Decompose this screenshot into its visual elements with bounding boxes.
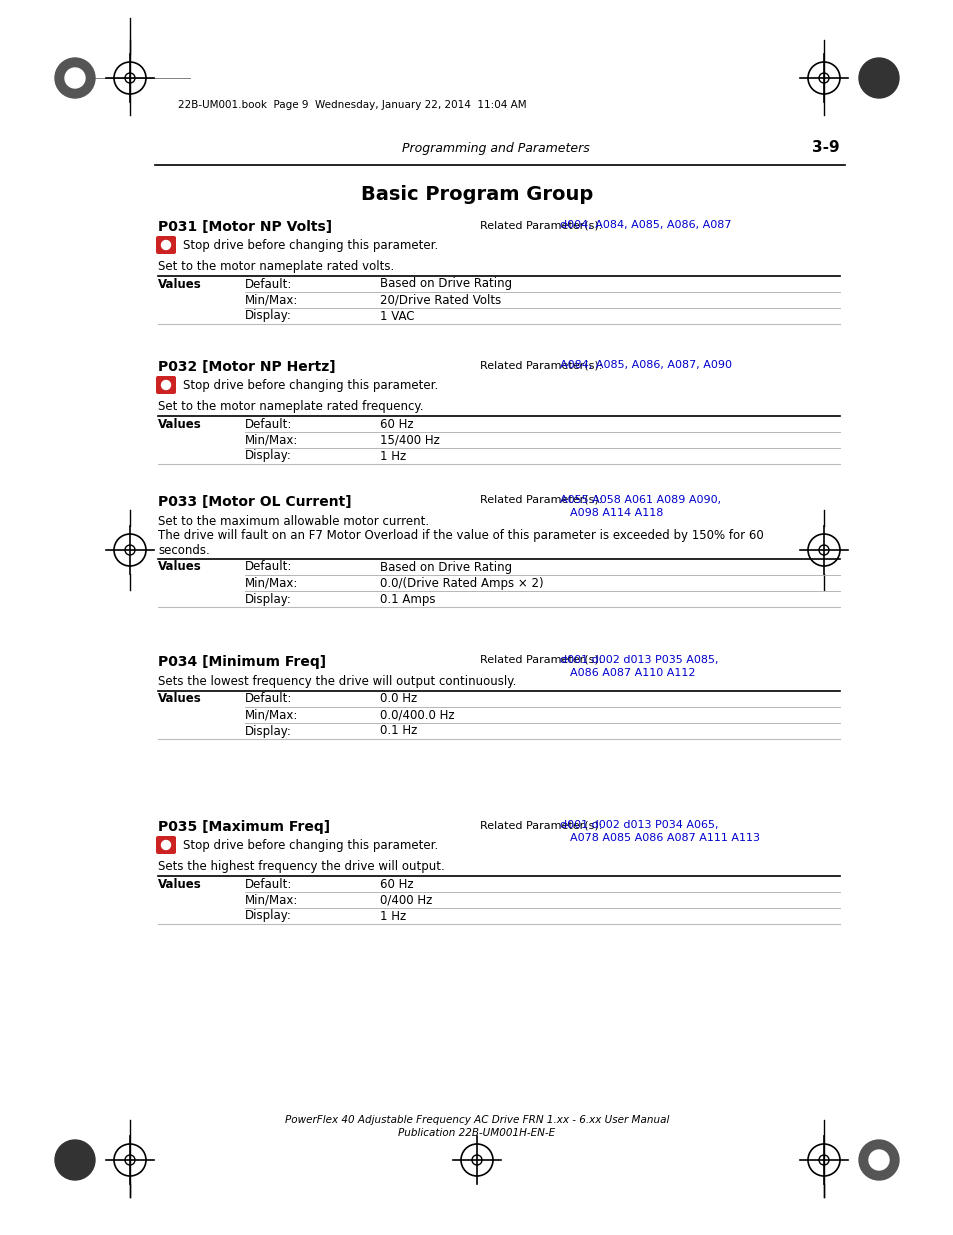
Text: Publication 22B-UM001H-EN-E: Publication 22B-UM001H-EN-E [398,1128,555,1137]
Circle shape [858,58,898,98]
Text: The drive will fault on an F7 Motor Overload if the value of this parameter is e: The drive will fault on an F7 Motor Over… [158,529,763,557]
Text: Min/Max:: Min/Max: [245,577,298,589]
Text: Set to the maximum allowable motor current.: Set to the maximum allowable motor curre… [158,515,429,529]
Text: Stop drive before changing this parameter.: Stop drive before changing this paramete… [183,238,437,252]
Text: Values: Values [158,878,201,890]
Text: Min/Max:: Min/Max: [245,294,298,306]
Text: Related Parameter(s):: Related Parameter(s): [479,359,601,370]
Text: P035 [Maximum Freq]: P035 [Maximum Freq] [158,820,330,834]
Text: d001 d002 d013 P034 A065,: d001 d002 d013 P034 A065, [559,820,718,830]
Text: A055 A058 A061 A089 A090,: A055 A058 A061 A089 A090, [559,495,720,505]
Text: 22B-UM001.book  Page 9  Wednesday, January 22, 2014  11:04 AM: 22B-UM001.book Page 9 Wednesday, January… [178,100,526,110]
Text: Stop drive before changing this parameter.: Stop drive before changing this paramete… [183,839,437,851]
Text: 0.0/(Drive Rated Amps × 2): 0.0/(Drive Rated Amps × 2) [379,577,543,589]
Text: Based on Drive Rating: Based on Drive Rating [379,278,512,290]
Text: 1 Hz: 1 Hz [379,909,406,923]
Text: Related Parameter(s):: Related Parameter(s): [479,820,601,830]
Text: 1 VAC: 1 VAC [379,310,414,322]
Circle shape [55,1140,95,1179]
Text: 0/400 Hz: 0/400 Hz [379,893,432,906]
Text: A078 A085 A086 A087 A111 A113: A078 A085 A086 A087 A111 A113 [569,832,760,844]
FancyBboxPatch shape [156,836,175,853]
Circle shape [858,1140,898,1179]
Text: Values: Values [158,693,201,705]
Text: Related Parameter(s):: Related Parameter(s): [479,495,601,505]
Text: Default:: Default: [245,693,292,705]
Text: P034 [Minimum Freq]: P034 [Minimum Freq] [158,655,326,669]
Circle shape [868,1150,888,1170]
Text: d004, A084, A085, A086, A087: d004, A084, A085, A086, A087 [559,220,731,230]
Text: A098 A114 A118: A098 A114 A118 [569,508,662,517]
Text: d001 d002 d013 P035 A085,: d001 d002 d013 P035 A085, [559,655,718,664]
Circle shape [55,58,95,98]
Text: 3-9: 3-9 [812,140,840,156]
Circle shape [161,241,171,249]
Text: Basic Program Group: Basic Program Group [360,185,593,204]
Text: Related Parameter(s):: Related Parameter(s): [479,220,601,230]
Text: Related Parameter(s):: Related Parameter(s): [479,655,601,664]
Text: Values: Values [158,561,201,573]
Text: Sets the lowest frequency the drive will output continuously.: Sets the lowest frequency the drive will… [158,676,516,688]
Text: Display:: Display: [245,909,292,923]
FancyBboxPatch shape [156,375,175,394]
Text: Set to the motor nameplate rated volts.: Set to the motor nameplate rated volts. [158,261,394,273]
Text: PowerFlex 40 Adjustable Frequency AC Drive FRN 1.xx - 6.xx User Manual: PowerFlex 40 Adjustable Frequency AC Dri… [285,1115,668,1125]
Text: Min/Max:: Min/Max: [245,433,298,447]
Text: 1 Hz: 1 Hz [379,450,406,462]
Text: Min/Max:: Min/Max: [245,893,298,906]
Text: Display:: Display: [245,593,292,605]
Text: Set to the motor nameplate rated frequency.: Set to the motor nameplate rated frequen… [158,400,423,412]
Text: Default:: Default: [245,878,292,890]
Text: 0.1 Hz: 0.1 Hz [379,725,416,737]
Text: Default:: Default: [245,561,292,573]
Text: 0.0 Hz: 0.0 Hz [379,693,416,705]
Text: Default:: Default: [245,417,292,431]
Text: Programming and Parameters: Programming and Parameters [402,142,589,156]
Text: A084, A085, A086, A087, A090: A084, A085, A086, A087, A090 [559,359,731,370]
Text: Default:: Default: [245,278,292,290]
Circle shape [65,68,85,88]
Text: 60 Hz: 60 Hz [379,417,414,431]
Text: 20/Drive Rated Volts: 20/Drive Rated Volts [379,294,500,306]
Text: 60 Hz: 60 Hz [379,878,414,890]
Text: A086 A087 A110 A112: A086 A087 A110 A112 [569,668,695,678]
Text: P031 [Motor NP Volts]: P031 [Motor NP Volts] [158,220,332,233]
Text: Display:: Display: [245,725,292,737]
Text: Values: Values [158,417,201,431]
Text: P033 [Motor OL Current]: P033 [Motor OL Current] [158,495,352,509]
Circle shape [161,841,171,850]
Text: Based on Drive Rating: Based on Drive Rating [379,561,512,573]
Text: P032 [Motor NP Hertz]: P032 [Motor NP Hertz] [158,359,335,374]
Text: 0.0/400.0 Hz: 0.0/400.0 Hz [379,709,455,721]
Text: Stop drive before changing this parameter.: Stop drive before changing this paramete… [183,378,437,391]
Text: 0.1 Amps: 0.1 Amps [379,593,435,605]
Text: Min/Max:: Min/Max: [245,709,298,721]
Text: 15/400 Hz: 15/400 Hz [379,433,439,447]
Text: Sets the highest frequency the drive will output.: Sets the highest frequency the drive wil… [158,860,444,873]
FancyBboxPatch shape [156,236,175,254]
Circle shape [161,380,171,389]
Text: Display:: Display: [245,310,292,322]
Text: Display:: Display: [245,450,292,462]
Text: Values: Values [158,278,201,290]
